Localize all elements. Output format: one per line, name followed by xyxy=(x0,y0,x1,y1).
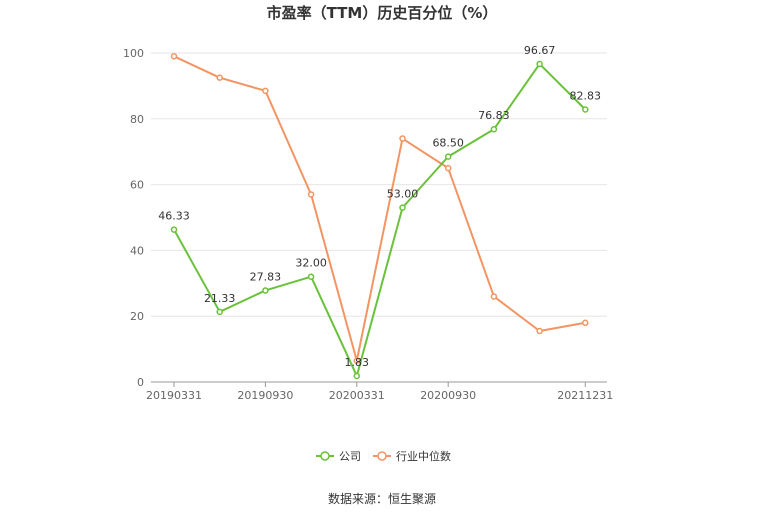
source-note: 数据来源：恒生聚源 xyxy=(328,491,436,506)
legend[interactable]: 公司 行业中位数 xyxy=(316,449,451,463)
data-point[interactable] xyxy=(490,293,498,300)
y-tick-label: 60 xyxy=(130,179,144,192)
data-point[interactable] xyxy=(490,125,498,133)
data-label: 32.00 xyxy=(295,257,327,270)
data-point[interactable] xyxy=(170,226,178,233)
y-tick-label: 40 xyxy=(130,244,144,257)
x-tick-label: 20211231 xyxy=(557,389,613,402)
data-point[interactable] xyxy=(216,74,223,81)
data-point[interactable] xyxy=(262,87,269,95)
x-tick-label: 20190331 xyxy=(146,389,202,402)
data-label: 68.50 xyxy=(432,137,464,150)
x-tick-label: 20190930 xyxy=(237,389,293,402)
data-point[interactable] xyxy=(444,153,452,160)
y-tick-label: 80 xyxy=(130,113,144,126)
data-point[interactable] xyxy=(216,308,223,316)
legend-label: 公司 xyxy=(339,450,361,463)
data-point[interactable] xyxy=(353,357,361,364)
data-point[interactable] xyxy=(170,53,178,60)
y-tick-label: 20 xyxy=(130,310,144,323)
legend-item-company[interactable]: 公司 xyxy=(316,450,361,463)
y-tick-label: 100 xyxy=(123,47,144,60)
series-layer xyxy=(170,53,589,380)
data-label: 27.83 xyxy=(250,270,282,283)
data-point[interactable] xyxy=(262,287,269,294)
legend-marker xyxy=(320,451,330,461)
legend-label: 行业中位数 xyxy=(396,449,451,463)
data-label: 1.83 xyxy=(345,356,370,369)
data-point[interactable] xyxy=(444,164,452,172)
data-point[interactable] xyxy=(536,60,543,68)
data-label: 96.67 xyxy=(524,44,556,57)
data-point[interactable] xyxy=(307,273,315,280)
data-label: 76.83 xyxy=(478,109,510,122)
legend-item-industry-median[interactable]: 行业中位数 xyxy=(373,449,451,463)
axes: 0 20 40 60 80 100 20190331 20190930 20200331 2020… xyxy=(123,47,613,402)
data-point[interactable] xyxy=(399,204,406,211)
y-tick-label: 0 xyxy=(137,376,144,389)
data-point[interactable] xyxy=(582,319,589,327)
legend-marker xyxy=(377,451,387,461)
data-point[interactable] xyxy=(582,106,589,113)
data-label: 46.33 xyxy=(158,210,190,223)
data-point[interactable] xyxy=(353,372,361,380)
data-point[interactable] xyxy=(536,327,543,335)
series-line-industry-median xyxy=(173,55,586,362)
data-point[interactable] xyxy=(307,191,315,198)
series-line-company xyxy=(173,62,587,377)
data-label: 82.83 xyxy=(570,89,602,102)
data-labels: 46.33 21.33 27.83 32.00 1.83 53.00 68.50 76.83 9… xyxy=(158,44,601,369)
data-label: 21.33 xyxy=(204,292,236,305)
data-label: 53.00 xyxy=(387,188,419,201)
x-tick-label: 20200331 xyxy=(329,389,385,402)
data-point[interactable] xyxy=(399,135,406,142)
chart-title: 市盈率（TTM）历史百分位（%） xyxy=(267,4,498,22)
x-tick-label: 20200930 xyxy=(420,389,476,402)
grid-lines xyxy=(151,52,607,317)
